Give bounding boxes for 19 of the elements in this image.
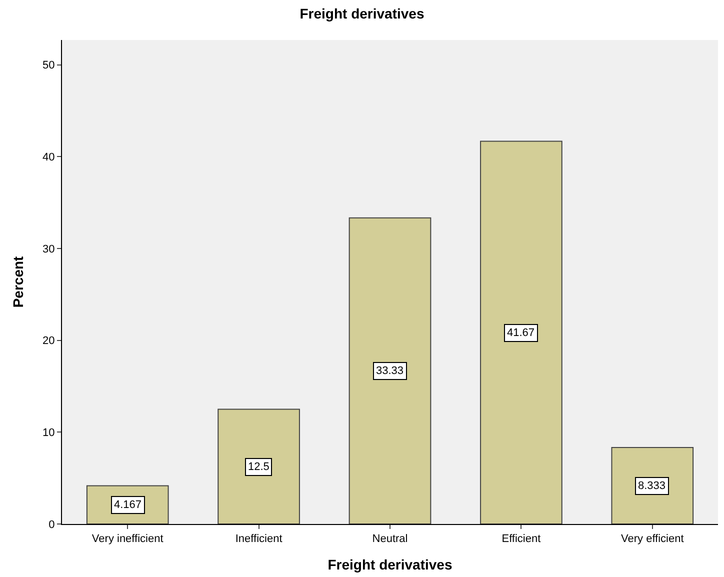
x-tick-label: Inefficient: [235, 533, 282, 546]
data-label: 8.333: [638, 480, 666, 492]
x-tick-label: Efficient: [502, 533, 541, 546]
data-label: 41.67: [507, 327, 535, 339]
y-tick-label: 0: [48, 518, 55, 531]
chart-title: Freight derivatives: [300, 5, 424, 22]
x-axis-title: Freight derivatives: [328, 556, 452, 572]
y-axis-title: Percent: [10, 256, 26, 308]
data-label: 4.167: [114, 499, 142, 511]
x-tick-label: Very efficient: [621, 533, 684, 546]
y-tick-label: 30: [42, 243, 55, 256]
data-label: 33.33: [376, 365, 404, 377]
y-tick-label: 40: [42, 151, 55, 164]
x-tick-label: Neutral: [372, 533, 408, 546]
y-tick-label: 10: [42, 427, 55, 440]
y-tick-label: 20: [42, 335, 55, 348]
y-tick-label: 50: [42, 60, 55, 72]
data-label: 12.5: [248, 461, 270, 473]
x-tick-label: Very inefficient: [92, 533, 164, 546]
